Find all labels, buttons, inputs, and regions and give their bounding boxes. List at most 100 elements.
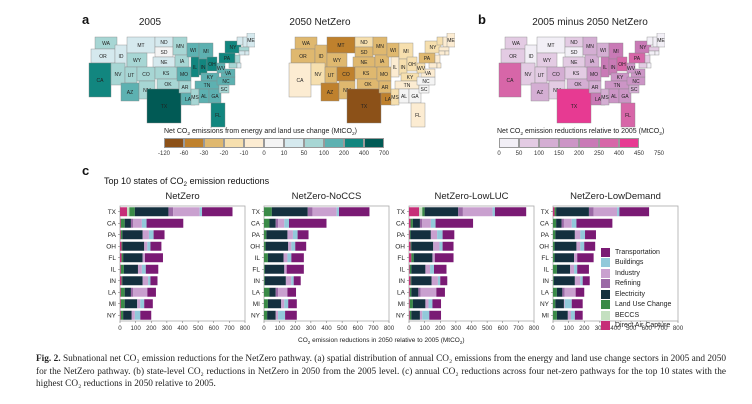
state-label: CA (297, 78, 305, 84)
x-tick-label: 800 (240, 325, 251, 332)
legend-tick-label: -30 (199, 151, 209, 157)
bar-segment-industry (563, 218, 572, 228)
legend-item: Electricity (601, 289, 671, 300)
bar-segment-buildings (571, 218, 577, 228)
bar-segment-land-use-change (410, 241, 412, 251)
y-tick-label: CA (251, 220, 261, 227)
bar-segment-direct-air-capture (120, 218, 121, 228)
state-label: WI (600, 48, 606, 54)
legend-swatch (519, 138, 539, 148)
bar-segment-industry (283, 253, 288, 263)
state-label: LA (385, 97, 392, 103)
bar-segment-industry (419, 310, 423, 320)
bar-segment-electricity (424, 207, 459, 217)
bar-segment-industry (287, 230, 293, 240)
bar-segment-buildings (564, 299, 572, 309)
x-tick-label: 400 (177, 325, 188, 332)
bar-segment-transportation (146, 218, 184, 228)
state-label: WI (390, 48, 396, 54)
bar-segment-land-use-change (553, 287, 557, 297)
legend-tick-label: 100 (533, 151, 545, 157)
bar-segment-transportation (287, 287, 297, 297)
bar-segment-industry (285, 276, 292, 286)
legend-tick-label: 0 (497, 151, 501, 157)
state-label: OH (208, 62, 216, 68)
panel-a-label: a (82, 12, 90, 27)
state-ct (648, 50, 656, 56)
state-label: ND (160, 40, 168, 46)
x-tick-label: 400 (321, 325, 332, 332)
state-label: CO (142, 72, 150, 78)
bar-segment-electricity (554, 253, 575, 263)
state-me (246, 33, 255, 48)
y-tick-label: PA (252, 232, 261, 239)
y-tick-label: IN (110, 278, 117, 285)
legend-swatch (601, 247, 610, 257)
x-tick-label: 700 (657, 325, 668, 332)
legend-swatch (579, 138, 599, 148)
bar-segment-transportation (442, 230, 455, 240)
bar-segment-buildings (437, 276, 441, 286)
state-ri (444, 50, 450, 56)
bar-segment-direct-air-capture (409, 287, 410, 297)
state-label: SD (361, 50, 368, 56)
figure-caption: Fig. 2. Subnational net CO₂ emission red… (36, 353, 726, 391)
bar-segment-electricity (124, 218, 131, 228)
state-label: MI (203, 49, 209, 55)
bar-segment-electricity (124, 299, 138, 309)
bar-segment-transportation (150, 276, 158, 286)
state-label: OK (364, 82, 372, 88)
bar-segment-direct-air-capture (409, 299, 410, 309)
state-label: MS (191, 95, 199, 101)
bar-segment-buildings (439, 241, 443, 251)
bar-segment-direct-air-capture (120, 264, 121, 274)
bar-segment-refining (419, 218, 423, 228)
x-tick-label: 400 (466, 325, 477, 332)
bar-segment-land-use-change (264, 230, 267, 240)
bar-segment-electricity (269, 218, 276, 228)
y-tick-label: FL (541, 255, 549, 262)
y-tick-label: PA (541, 232, 550, 239)
state-label: MT (137, 43, 144, 49)
bar-segment-electricity (555, 230, 575, 240)
panel-b-color-legend (499, 138, 639, 148)
bar-segment-land-use-change (553, 241, 555, 251)
bar-segment-industry (288, 241, 292, 251)
bar-segment-refining (275, 287, 279, 297)
y-tick-label: IL (111, 266, 117, 273)
bar-segment-industry (567, 310, 571, 320)
state-md (428, 62, 438, 69)
state-label: AR (592, 85, 599, 91)
bar-segment-industry (564, 287, 576, 297)
state-label: GA (621, 94, 629, 100)
y-tick-label: OH (539, 243, 549, 250)
bar-segment-land-use-change (264, 241, 266, 251)
bar-segment-industry (131, 310, 135, 320)
state-label: IL (193, 65, 197, 71)
bar-segment-direct-air-capture (409, 230, 410, 240)
state-label: ID (529, 54, 534, 60)
bar-segment-transportation (576, 218, 613, 228)
state-label: AL (401, 94, 407, 100)
y-tick-label: OH (395, 243, 405, 250)
state-label: IA (380, 59, 385, 65)
subplot-title: NetZero-LowLUC (434, 191, 509, 202)
x-tick-label: 300 (451, 325, 462, 332)
legend-item: Direct Air Capture (601, 321, 671, 332)
stacked-bar-chart: TX CA PA OH FL IL IN LA NY MI0 100 200 300 400 500 600 7… (539, 205, 684, 332)
state-label: WY (543, 58, 552, 64)
bar-segment-transportation (440, 276, 448, 286)
bar-segment-transportation (295, 241, 307, 251)
bar-segment-direct-air-capture (120, 299, 121, 309)
bar-segment-refining (130, 218, 134, 228)
state-label: IA (590, 59, 595, 65)
state-label: TN (404, 83, 411, 89)
state-label: IN (401, 65, 406, 71)
panel-c-sector-legend: Transportation Buildings Industry Refining E… (601, 247, 671, 331)
state-vt (436, 36, 444, 46)
bar-segment-land-use-change (554, 207, 557, 217)
bar-segment-transportation (432, 299, 442, 309)
bar-segment-industry (173, 207, 200, 217)
bar-segment-electricity (264, 264, 285, 274)
bar-segment-transportation (575, 287, 585, 297)
